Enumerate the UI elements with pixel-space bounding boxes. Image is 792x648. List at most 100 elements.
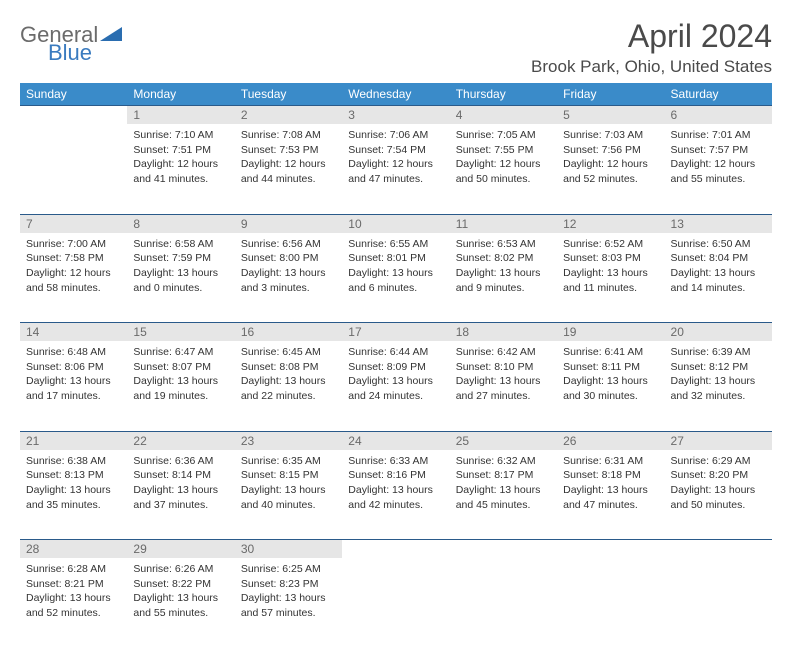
day-details: Sunrise: 6:29 AMSunset: 8:20 PMDaylight:…	[669, 452, 768, 515]
day-cell: Sunrise: 6:39 AMSunset: 8:12 PMDaylight:…	[665, 341, 772, 431]
day-cell: Sunrise: 7:08 AMSunset: 7:53 PMDaylight:…	[235, 124, 342, 214]
day-cell: Sunrise: 6:31 AMSunset: 8:18 PMDaylight:…	[557, 450, 664, 540]
day-cell: Sunrise: 7:05 AMSunset: 7:55 PMDaylight:…	[450, 124, 557, 214]
logo-blue-text: Blue	[48, 40, 92, 65]
day-details: Sunrise: 6:58 AMSunset: 7:59 PMDaylight:…	[131, 235, 230, 298]
day-number-cell: 3	[342, 106, 449, 125]
day-cell: Sunrise: 6:48 AMSunset: 8:06 PMDaylight:…	[20, 341, 127, 431]
day-details: Sunrise: 7:01 AMSunset: 7:57 PMDaylight:…	[669, 126, 768, 189]
day-cell: Sunrise: 6:28 AMSunset: 8:21 PMDaylight:…	[20, 558, 127, 648]
day-details: Sunrise: 6:48 AMSunset: 8:06 PMDaylight:…	[24, 343, 123, 406]
day-number-cell: 7	[20, 214, 127, 233]
day-number-cell	[557, 540, 664, 559]
day-cell	[342, 558, 449, 648]
week-row: Sunrise: 6:38 AMSunset: 8:13 PMDaylight:…	[20, 450, 772, 540]
day-cell: Sunrise: 6:53 AMSunset: 8:02 PMDaylight:…	[450, 233, 557, 323]
day-details: Sunrise: 6:28 AMSunset: 8:21 PMDaylight:…	[24, 560, 123, 623]
day-number-cell: 27	[665, 431, 772, 450]
day-number-row: 123456	[20, 106, 772, 125]
day-number-cell: 5	[557, 106, 664, 125]
day-details: Sunrise: 6:38 AMSunset: 8:13 PMDaylight:…	[24, 452, 123, 515]
day-number-row: 21222324252627	[20, 431, 772, 450]
day-number-cell	[665, 540, 772, 559]
day-cell: Sunrise: 6:32 AMSunset: 8:17 PMDaylight:…	[450, 450, 557, 540]
day-cell	[20, 124, 127, 214]
day-details: Sunrise: 6:55 AMSunset: 8:01 PMDaylight:…	[346, 235, 445, 298]
day-cell: Sunrise: 6:52 AMSunset: 8:03 PMDaylight:…	[557, 233, 664, 323]
location-text: Brook Park, Ohio, United States	[531, 57, 772, 77]
day-details: Sunrise: 6:56 AMSunset: 8:00 PMDaylight:…	[239, 235, 338, 298]
day-number-cell: 4	[450, 106, 557, 125]
day-details: Sunrise: 6:44 AMSunset: 8:09 PMDaylight:…	[346, 343, 445, 406]
day-number-cell: 28	[20, 540, 127, 559]
day-details: Sunrise: 6:35 AMSunset: 8:15 PMDaylight:…	[239, 452, 338, 515]
dow-friday: Friday	[557, 83, 664, 106]
day-details: Sunrise: 7:08 AMSunset: 7:53 PMDaylight:…	[239, 126, 338, 189]
day-number-cell: 8	[127, 214, 234, 233]
day-number-cell: 23	[235, 431, 342, 450]
day-number-cell: 13	[665, 214, 772, 233]
day-details: Sunrise: 6:47 AMSunset: 8:07 PMDaylight:…	[131, 343, 230, 406]
day-number-cell: 17	[342, 323, 449, 342]
day-cell: Sunrise: 6:58 AMSunset: 7:59 PMDaylight:…	[127, 233, 234, 323]
day-cell: Sunrise: 7:01 AMSunset: 7:57 PMDaylight:…	[665, 124, 772, 214]
day-number-cell: 6	[665, 106, 772, 125]
day-number-cell	[342, 540, 449, 559]
day-number-row: 78910111213	[20, 214, 772, 233]
day-number-cell: 25	[450, 431, 557, 450]
dow-sunday: Sunday	[20, 83, 127, 106]
day-details: Sunrise: 6:31 AMSunset: 8:18 PMDaylight:…	[561, 452, 660, 515]
day-details: Sunrise: 6:39 AMSunset: 8:12 PMDaylight:…	[669, 343, 768, 406]
day-cell: Sunrise: 6:29 AMSunset: 8:20 PMDaylight:…	[665, 450, 772, 540]
day-cell: Sunrise: 7:10 AMSunset: 7:51 PMDaylight:…	[127, 124, 234, 214]
day-cell: Sunrise: 6:41 AMSunset: 8:11 PMDaylight:…	[557, 341, 664, 431]
calendar-page: General April 2024 Brook Park, Ohio, Uni…	[0, 0, 792, 648]
day-details: Sunrise: 6:42 AMSunset: 8:10 PMDaylight:…	[454, 343, 553, 406]
day-details: Sunrise: 7:06 AMSunset: 7:54 PMDaylight:…	[346, 126, 445, 189]
day-number-cell: 26	[557, 431, 664, 450]
day-details: Sunrise: 7:05 AMSunset: 7:55 PMDaylight:…	[454, 126, 553, 189]
day-number-cell: 30	[235, 540, 342, 559]
day-number-cell	[20, 106, 127, 125]
day-number-cell: 10	[342, 214, 449, 233]
day-number-cell: 12	[557, 214, 664, 233]
day-details: Sunrise: 6:53 AMSunset: 8:02 PMDaylight:…	[454, 235, 553, 298]
day-number-cell: 9	[235, 214, 342, 233]
day-number-cell: 14	[20, 323, 127, 342]
day-number-cell: 29	[127, 540, 234, 559]
day-cell: Sunrise: 7:06 AMSunset: 7:54 PMDaylight:…	[342, 124, 449, 214]
day-details: Sunrise: 6:33 AMSunset: 8:16 PMDaylight:…	[346, 452, 445, 515]
day-cell: Sunrise: 7:03 AMSunset: 7:56 PMDaylight:…	[557, 124, 664, 214]
day-number-cell: 1	[127, 106, 234, 125]
title-block: April 2024 Brook Park, Ohio, United Stat…	[531, 18, 772, 77]
day-details: Sunrise: 7:03 AMSunset: 7:56 PMDaylight:…	[561, 126, 660, 189]
day-details: Sunrise: 6:41 AMSunset: 8:11 PMDaylight:…	[561, 343, 660, 406]
logo-triangle-icon	[100, 25, 122, 46]
day-details: Sunrise: 6:25 AMSunset: 8:23 PMDaylight:…	[239, 560, 338, 623]
day-number-cell: 16	[235, 323, 342, 342]
day-cell: Sunrise: 6:44 AMSunset: 8:09 PMDaylight:…	[342, 341, 449, 431]
logo-blue-row: Blue	[20, 40, 92, 66]
day-cell	[450, 558, 557, 648]
day-number-cell: 22	[127, 431, 234, 450]
day-details: Sunrise: 7:10 AMSunset: 7:51 PMDaylight:…	[131, 126, 230, 189]
day-cell: Sunrise: 6:33 AMSunset: 8:16 PMDaylight:…	[342, 450, 449, 540]
day-number-cell: 2	[235, 106, 342, 125]
day-cell: Sunrise: 6:55 AMSunset: 8:01 PMDaylight:…	[342, 233, 449, 323]
day-cell: Sunrise: 6:26 AMSunset: 8:22 PMDaylight:…	[127, 558, 234, 648]
day-cell: Sunrise: 6:25 AMSunset: 8:23 PMDaylight:…	[235, 558, 342, 648]
day-number-row: 14151617181920	[20, 323, 772, 342]
day-cell: Sunrise: 7:00 AMSunset: 7:58 PMDaylight:…	[20, 233, 127, 323]
day-cell: Sunrise: 6:56 AMSunset: 8:00 PMDaylight:…	[235, 233, 342, 323]
week-row: Sunrise: 6:28 AMSunset: 8:21 PMDaylight:…	[20, 558, 772, 648]
day-cell: Sunrise: 6:38 AMSunset: 8:13 PMDaylight:…	[20, 450, 127, 540]
day-details: Sunrise: 6:52 AMSunset: 8:03 PMDaylight:…	[561, 235, 660, 298]
month-title: April 2024	[531, 18, 772, 55]
day-cell: Sunrise: 6:47 AMSunset: 8:07 PMDaylight:…	[127, 341, 234, 431]
day-details: Sunrise: 6:26 AMSunset: 8:22 PMDaylight:…	[131, 560, 230, 623]
day-number-cell: 15	[127, 323, 234, 342]
day-cell: Sunrise: 6:42 AMSunset: 8:10 PMDaylight:…	[450, 341, 557, 431]
week-row: Sunrise: 6:48 AMSunset: 8:06 PMDaylight:…	[20, 341, 772, 431]
day-number-cell: 18	[450, 323, 557, 342]
day-details: Sunrise: 6:45 AMSunset: 8:08 PMDaylight:…	[239, 343, 338, 406]
